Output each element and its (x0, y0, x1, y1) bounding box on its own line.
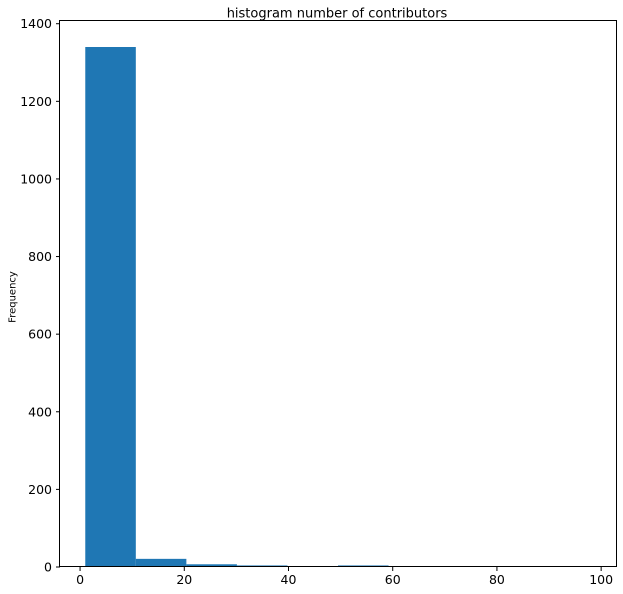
histogram-bar-1 (85, 47, 136, 567)
x-tick-label: 60 (385, 572, 401, 587)
plot-frame (59, 20, 617, 567)
y-tick-label: 0 (44, 560, 52, 575)
histogram-bar-3 (186, 564, 237, 567)
histogram-bar-2 (135, 558, 187, 567)
chart-title: histogram number of contributors (227, 7, 448, 22)
x-tick-label: 0 (76, 572, 84, 587)
x-tick-label: 100 (589, 572, 613, 587)
x-axis-ticks: 0 20 40 60 80 100 (76, 567, 613, 587)
y-tick-label: 800 (28, 249, 52, 264)
y-tick-label: 1200 (20, 94, 52, 109)
y-tick-label: 1400 (20, 16, 52, 31)
y-tick-label: 200 (28, 482, 52, 497)
y-axis-ticks: 0 200 400 600 800 1000 1200 1400 (20, 16, 60, 575)
y-tick-label: 400 (28, 404, 52, 419)
y-tick-label: 600 (28, 327, 52, 342)
y-axis-label: Frequency (8, 271, 19, 323)
x-tick-label: 80 (489, 572, 505, 587)
bars-group (85, 47, 591, 567)
y-tick-label: 1000 (20, 171, 52, 186)
x-tick-label: 20 (176, 572, 192, 587)
x-tick-label: 40 (281, 572, 297, 587)
